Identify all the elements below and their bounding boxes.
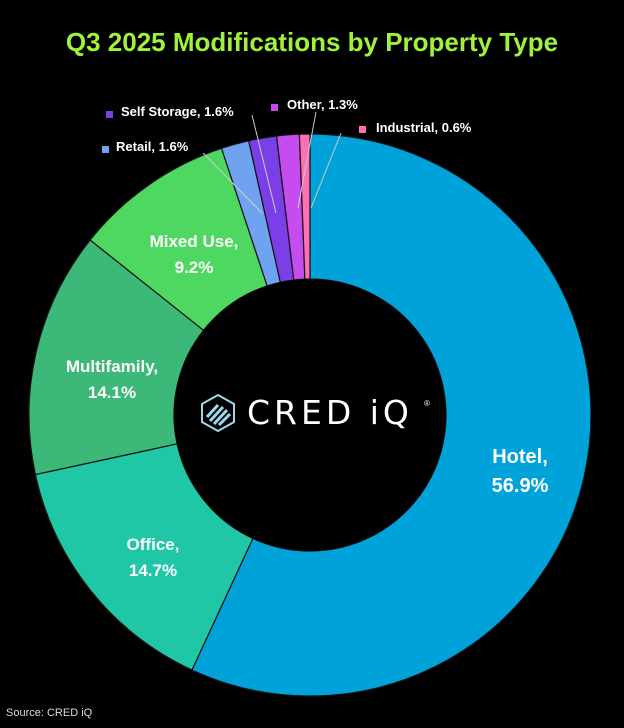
slice-labels: Hotel, 56.9% Office, 14.7% Multifamily, 14.1%… <box>66 97 549 580</box>
label-industrial: Industrial, 0.6% <box>376 120 472 135</box>
logo-registered-mark: ® <box>424 399 430 408</box>
label-self-storage: Self Storage, 1.6% <box>121 104 234 119</box>
donut-slices <box>28 133 592 697</box>
leader-lines <box>202 111 342 214</box>
label-mixed-use: Mixed Use, 9.2% <box>150 232 239 277</box>
label-other: Other, 1.3% <box>287 97 358 112</box>
leader-other <box>297 111 317 209</box>
label-retail: Retail, 1.6% <box>116 139 189 154</box>
leader-industrial <box>310 132 342 209</box>
leader-retail <box>202 152 263 214</box>
source-note: Source: CRED iQ <box>6 707 93 719</box>
legend-key-self-storage <box>106 111 113 118</box>
leader-self-storage <box>251 114 277 214</box>
donut-hole <box>174 279 446 551</box>
label-office: Office, 14.7% <box>127 535 180 580</box>
legend-key-retail <box>102 146 109 153</box>
legend-key-industrial <box>359 126 366 133</box>
legend-key-other <box>271 104 278 111</box>
cred-iq-logo-icon <box>198 393 238 438</box>
label-multifamily: Multifamily, 14.1% <box>66 357 158 402</box>
label-hotel: Hotel, 56.9% <box>492 446 549 497</box>
chart-title: Q3 2025 Modifications by Property Type <box>65 27 559 57</box>
logo-wordmark: CRED iQ <box>247 393 413 432</box>
